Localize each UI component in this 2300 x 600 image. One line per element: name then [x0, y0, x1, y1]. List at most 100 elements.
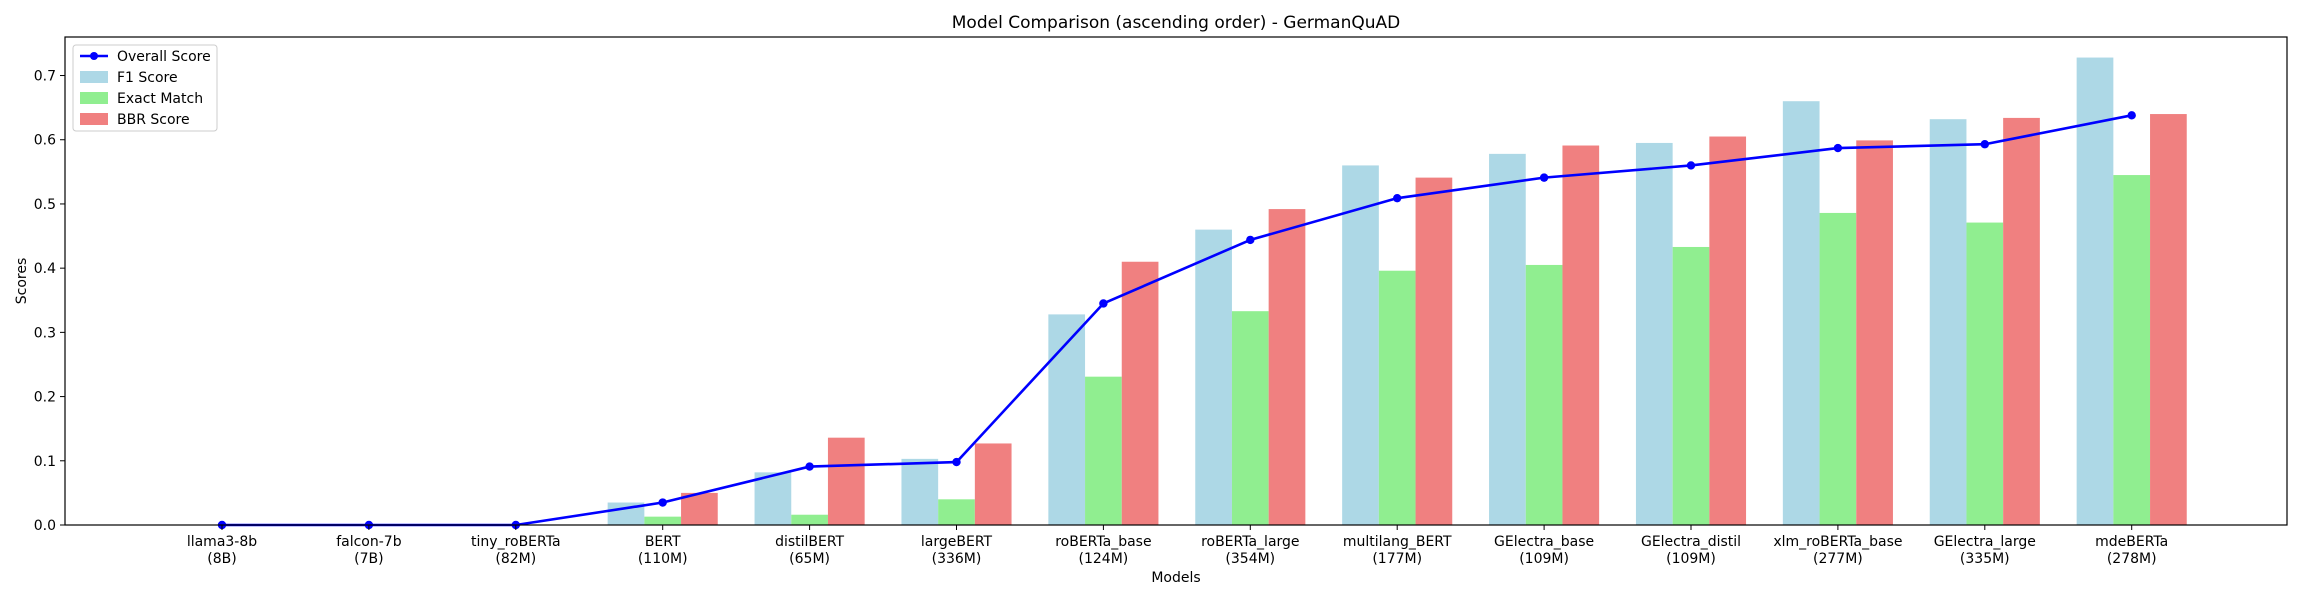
bar-f1-score [1048, 314, 1086, 525]
overall-score-point [952, 457, 961, 467]
chart-title: Model Comparison (ascending order) - Ger… [952, 13, 1400, 33]
x-tick-label: (109M) [1666, 551, 1716, 567]
x-tick-label: (335M) [1960, 551, 2010, 567]
bar-f1-score [754, 472, 792, 525]
bar-f1-score [1342, 165, 1379, 525]
y-tick-label: 0.4 [34, 261, 56, 277]
bar-bbr-score [827, 437, 865, 525]
bar-exact-match [791, 514, 828, 525]
x-tick-label: mdeBERTa [2095, 534, 2168, 550]
overall-score-point [1686, 161, 1696, 170]
x-tick-label: GElectra_base [1494, 534, 1594, 550]
bar-bbr-score [1856, 140, 1893, 525]
overall-score-point [1246, 235, 1255, 245]
legend-label: Exact Match [117, 91, 203, 107]
legend-marker [90, 52, 98, 60]
overall-score-point [1099, 299, 1108, 308]
bar-bbr-score [1121, 261, 1159, 525]
y-tick-label: 0.3 [34, 325, 56, 341]
x-tick-label: (7B) [354, 551, 383, 567]
x-tick-label: xlm_roBERTa_base [1773, 534, 1902, 550]
x-axis: llama3-8b(8B) falcon-7b(7B) tiny_roBERTa(8… [187, 525, 2168, 567]
x-tick-label: (124M) [1079, 551, 1129, 567]
bar-bbr-score [1268, 209, 1306, 525]
bar-exact-match [1085, 376, 1122, 525]
legend-label: BBR Score [117, 112, 190, 128]
legend-swatch [80, 71, 108, 83]
bar-f1-score [607, 502, 645, 525]
x-tick-label: (65M) [789, 551, 830, 567]
bar-exact-match [1966, 222, 2004, 525]
y-tick-label: 0.2 [34, 390, 56, 406]
x-axis-label: Models [1151, 570, 1200, 586]
x-tick-label: BERT [645, 534, 681, 550]
bar-f1-score [1782, 101, 1820, 526]
bar-bbr-score [2003, 117, 2040, 525]
bar-f1-score [2076, 57, 2114, 526]
x-tick-label: (82M) [495, 551, 536, 567]
bar-bbr-score [974, 443, 1012, 525]
overall-score-point [805, 462, 814, 471]
y-tick-label: 0.1 [34, 454, 56, 470]
x-tick-label: falcon-7b [336, 534, 401, 550]
bar-exact-match [1819, 212, 1857, 526]
y-tick-label: 0.0 [34, 518, 56, 534]
bar-f1-score [901, 458, 939, 525]
x-tick-label: tiny_roBERTa [471, 534, 561, 550]
legend-label: F1 Score [117, 70, 178, 86]
overall-score-line [222, 114, 2132, 527]
x-tick-label: (177M) [1372, 551, 1422, 567]
bar-bbr-score [2150, 114, 2187, 525]
x-tick-label: (110M) [638, 551, 688, 567]
bar-exact-match [1231, 311, 1269, 525]
x-tick-label: llama3-8b [187, 534, 257, 550]
bar-f1-score [1929, 119, 1967, 525]
x-tick-label: (336M) [932, 551, 982, 567]
legend-box [72, 44, 218, 132]
x-tick-label: roBERTa_base [1055, 534, 1151, 550]
overall-score-point [658, 498, 667, 507]
bar-exact-match [938, 499, 975, 525]
overall-score-point [1393, 193, 1402, 203]
overall-line-group [217, 111, 2136, 530]
bar-bbr-score [1709, 136, 1747, 526]
bars-group [607, 57, 2187, 526]
bar-exact-match [2113, 175, 2151, 526]
x-tick-label: GElectra_large [1934, 534, 2036, 550]
bar-exact-match [644, 516, 682, 525]
overall-score-point [1539, 173, 1549, 182]
x-tick-label: multilang_BERT [1343, 534, 1452, 550]
overall-score-point [1980, 140, 1990, 149]
plot-frame [64, 36, 2288, 526]
bar-exact-match [1378, 270, 1416, 525]
bar-f1-score [1635, 142, 1673, 525]
legend: Overall Score F1 Score Exact Match BBR Scor… [72, 44, 218, 132]
legend-swatch [80, 92, 108, 104]
legend-label: Overall Score [117, 49, 211, 65]
bar-exact-match [1525, 264, 1563, 525]
overall-score-point [2127, 111, 2136, 120]
x-tick-label: GElectra_distil [1641, 534, 1741, 550]
x-tick-label: distilBERT [775, 534, 844, 550]
bar-f1-score [1489, 153, 1526, 525]
bar-f1-score [1195, 229, 1232, 525]
overall-score-point [1833, 143, 1843, 153]
x-tick-label: (109M) [1519, 551, 1569, 567]
x-tick-label: (8B) [207, 551, 236, 567]
x-tick-label: (278M) [2107, 551, 2157, 567]
bar-bbr-score [1562, 145, 1600, 525]
bar-exact-match [1672, 246, 1710, 525]
y-tick-label: 0.5 [34, 197, 56, 213]
x-tick-label: (354M) [1225, 551, 1275, 567]
legend-swatch [80, 113, 108, 125]
y-tick-label: 0.6 [34, 133, 56, 149]
bar-bbr-score [681, 492, 718, 525]
y-axis-label: Scores [14, 258, 30, 305]
y-axis: 0.0 0.1 0.2 0.3 0.4 0.5 0.6 0.7 [34, 69, 65, 534]
x-tick-label: roBERTa_large [1201, 534, 1299, 550]
x-tick-label: largeBERT [921, 534, 993, 550]
bar-bbr-score [1415, 177, 1453, 526]
y-tick-label: 0.7 [34, 69, 56, 85]
